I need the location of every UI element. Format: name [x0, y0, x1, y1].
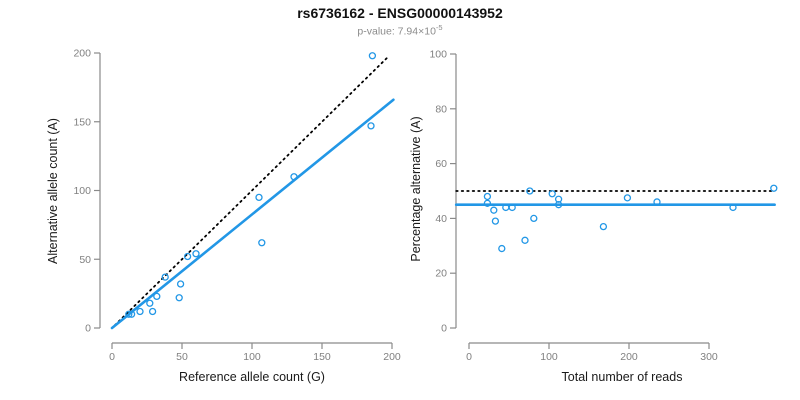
y-tick-label: 50: [79, 254, 91, 266]
scatter-point: [491, 217, 500, 225]
scatter-point: [368, 52, 377, 60]
x-tick-label: 200: [383, 351, 401, 363]
p-value-times-base: ×10: [418, 25, 436, 38]
scatter-point: [498, 244, 506, 253]
scatter-point: [153, 292, 161, 301]
y-tick-label: 60: [435, 158, 447, 170]
scatter-point: [490, 206, 498, 214]
x-tick-label: 0: [466, 351, 472, 363]
y-tick-label: 150: [73, 116, 91, 128]
y-tick-label: 100: [429, 49, 447, 61]
x-tick-label: 0: [109, 351, 115, 363]
x-tick-label: 100: [540, 351, 558, 363]
scatter-point: [136, 307, 144, 316]
scatter-point: [146, 299, 154, 307]
scatter-point: [175, 294, 183, 302]
scatter-point: [526, 187, 534, 195]
y-axis-title: Percentage alternative (A): [409, 116, 423, 261]
x-tick-label: 300: [700, 351, 718, 363]
y-tick-label: 20: [435, 268, 447, 280]
scatter-point: [508, 203, 516, 212]
scatter-point: [125, 310, 133, 318]
y-tick-label: 40: [435, 213, 447, 225]
y-tick-label: 0: [85, 323, 91, 335]
scatter-point: [255, 193, 263, 202]
scatter-point: [653, 198, 661, 206]
p-value-exponent: -5: [435, 23, 443, 32]
scatter-point: [599, 222, 608, 231]
scatter-point: [183, 252, 192, 261]
p-value-subtitle: p-value: 7.94×10-5: [0, 23, 800, 38]
p-value-mantissa: 7.94: [397, 25, 419, 38]
scatter-point: [483, 192, 492, 201]
y-tick-label: 200: [73, 48, 91, 60]
figure-title: rs6736162 - ENSG00000143952: [297, 5, 503, 21]
p-value-label: p-value:: [357, 25, 395, 38]
scatter-point: [176, 280, 185, 288]
scatter-point: [521, 236, 529, 244]
scatter-point: [258, 239, 266, 247]
y-tick-label: 80: [435, 103, 447, 115]
scatter-point: [192, 250, 200, 258]
scatter-point: [554, 201, 563, 209]
scatter-point: [548, 190, 556, 198]
scatter-point: [290, 173, 298, 181]
x-tick-label: 200: [620, 351, 638, 363]
scatter-point: [530, 214, 538, 223]
x-tick-label: 100: [243, 351, 261, 363]
identity-line: [113, 56, 389, 327]
fit-line: [110, 98, 395, 330]
y-tick-label: 0: [441, 323, 447, 335]
scatter-point: [729, 203, 737, 212]
scatter-point: [367, 122, 375, 130]
x-axis-title: Total number of reads: [562, 370, 683, 384]
x-tick-label: 50: [176, 351, 188, 363]
scatter-point: [161, 273, 169, 281]
scatter-point: [148, 307, 157, 316]
y-axis-title: Alternative allele count (A): [46, 118, 60, 264]
scatter-point: [127, 310, 136, 318]
x-axis-title: Reference allele count (G): [179, 370, 325, 384]
scatter-point: [770, 184, 778, 192]
x-tick-label: 150: [313, 351, 331, 363]
y-tick-label: 100: [73, 185, 91, 197]
scatter-point: [483, 199, 492, 207]
scatter-point: [623, 194, 632, 202]
